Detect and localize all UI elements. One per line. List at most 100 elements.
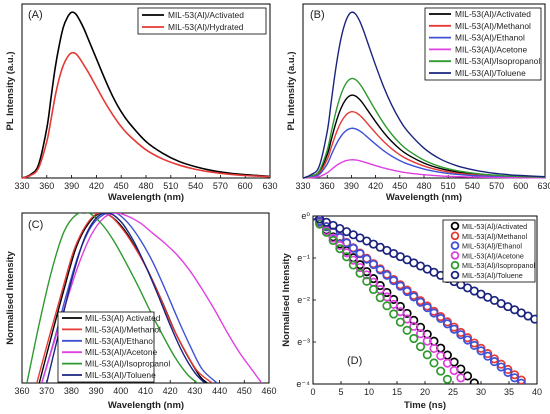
panel-a-ylabel: PL Intensity (a.u.) xyxy=(5,51,16,130)
panel-a-x-tick-label: 540 xyxy=(188,181,203,191)
panel-b-x-tick-label: 630 xyxy=(537,181,550,191)
data-point-mil-53-al-acetone xyxy=(436,351,446,361)
panel-b-x-tick-label: 480 xyxy=(416,181,431,191)
panel-a-x-tick-label: 420 xyxy=(89,181,104,191)
panel-b-x-tick-label: 450 xyxy=(392,181,407,191)
data-point-mil-53-al-ethanol xyxy=(348,243,358,253)
panel-a-x-tick-label: 630 xyxy=(262,181,277,191)
legend-label-mil-53-al-ethanol: MIL-53(Al)/Ethanol xyxy=(85,336,155,346)
data-point-mil-53-al-ethanol xyxy=(510,373,520,383)
series-line-mil-53-al-acetone xyxy=(302,159,546,179)
panel-b-x-ticks: 330 360 390 420 450 480 510 540 570 600 630 xyxy=(295,175,550,191)
panel-c: (C) Normalised Intensity Wavelength (nm)… xyxy=(5,212,277,411)
panel-c-tag: (C) xyxy=(28,219,43,231)
panel-d-markers xyxy=(313,216,537,384)
data-point-mil-53-al-activated xyxy=(469,378,479,384)
data-point-mil-53-al-ethanol xyxy=(442,319,452,329)
panel-d-y-tick-label: e⁻³ xyxy=(297,337,310,347)
legend-label-mil-53-al-acetone: MIL-53(Al)/Acetone xyxy=(462,251,524,260)
panel-d-x-tick-label: 30 xyxy=(476,387,486,397)
series-line-mil-53-al-hydrated xyxy=(21,51,271,179)
data-point-mil-53-al-ethanol xyxy=(503,367,513,377)
panel-b-legend-box xyxy=(424,7,542,81)
data-point-mil-53-al-isopropanol xyxy=(335,244,345,254)
series-line-mil-53-al-ethanol xyxy=(41,213,218,383)
panel-d-y-tick-label: e⁰ xyxy=(301,211,310,221)
series-line-mil-53-al-toluene xyxy=(46,213,206,383)
legend-label-mil-53-al-toluene: MIL-53(Al)/Toluene xyxy=(455,68,526,78)
data-point-mil-53-al-ethanol xyxy=(456,330,466,340)
panel-c-x-tick-label: 380 xyxy=(64,386,79,396)
panel-b: (B) PL Intensity (a.u.) Wavelength (nm) … xyxy=(286,3,550,203)
data-point-mil-53-al-isopropanol xyxy=(375,293,385,303)
data-point-mil-53-al-ethanol xyxy=(516,378,526,384)
data-point-mil-53-al-isopropanol xyxy=(342,252,352,262)
panel-d-x-tick-label: 0 xyxy=(310,387,315,397)
data-point-mil-53-al-ethanol xyxy=(483,351,493,361)
legend-label-mil-53-al-toluene: MIL-53(Al)/Toluene xyxy=(85,370,156,380)
legend-marker-mil-53-al-isopropanol xyxy=(450,260,460,270)
data-point-mil-53-al-ethanol xyxy=(382,270,392,280)
legend-label-mil-53-al-activated: MIL-53(Al) Activated xyxy=(85,313,161,323)
panel-b-x-tick-label: 360 xyxy=(320,181,335,191)
data-point-mil-53-al-ethanol xyxy=(496,362,506,372)
panel-d-ylabel: Normalised Intensity xyxy=(281,253,292,347)
panel-d-x-ticks: 0 5 10 15 20 25 30 35 40 xyxy=(310,381,542,397)
legend-label-mil-53-al-activated: MIL-53(Al)/Activated xyxy=(462,222,527,231)
panel-d-y-ticks: e⁰ e⁻¹ e⁻² e⁻³ e⁻⁴ xyxy=(296,211,316,389)
panel-d-y-tick-label: e⁻² xyxy=(297,295,310,305)
panel-a-xlabel: Wavelength (nm) xyxy=(108,192,184,203)
data-point-mil-53-al-acetone xyxy=(442,358,452,368)
legend-label-mil-53-al-methanol: MIL-53(Al)/Methanol xyxy=(462,232,528,241)
panel-b-ylabel: PL Intensity (a.u.) xyxy=(286,51,297,130)
panel-c-plot-area xyxy=(26,213,263,383)
series-line-mil-53-al-acetone xyxy=(41,213,263,383)
panel-d-x-tick-label: 25 xyxy=(448,387,458,397)
panel-b-xlabel: Wavelength (nm) xyxy=(386,192,462,203)
legend-label-mil-53-al-isopropanol: MIL-53(Al)/Isopropanol xyxy=(455,56,540,66)
panel-a-x-tick-label: 570 xyxy=(213,181,228,191)
legend-label-mil-53-al-toluene: MIL-53(Al)/Toluene xyxy=(462,271,523,280)
panel-b-x-tick-label: 600 xyxy=(513,181,528,191)
data-point-mil-53-al-ethanol xyxy=(436,313,446,324)
data-point-mil-53-al-isopropanol xyxy=(368,284,379,295)
legend-label-mil-53-al-activated: MIL-53(Al)/Activated xyxy=(168,10,244,20)
legend-label-mil-53-al-ethanol: MIL-53(Al)/Ethanol xyxy=(455,33,525,43)
data-point-mil-53-al-ethanol xyxy=(395,281,405,291)
data-point-mil-53-al-acetone xyxy=(415,329,426,339)
legend-label-mil-53-al-acetone: MIL-53(Al)/Acetone xyxy=(455,44,527,54)
legend-label-mil-53-al-methanol: MIL-53(Al)/Methanol xyxy=(85,324,161,334)
data-point-mil-53-al-ethanol xyxy=(409,292,419,302)
data-point-mil-53-al-toluene xyxy=(530,314,537,324)
series-line-mil-53-al-methanol xyxy=(36,213,213,383)
data-point-mil-53-al-ethanol xyxy=(355,249,365,259)
legend-label-mil-53-al-methanol: MIL-53(Al)/Methanol xyxy=(455,21,531,31)
data-point-mil-53-al-acetone xyxy=(342,248,352,258)
data-point-mil-53-al-isopropanol xyxy=(429,358,439,368)
data-point-mil-53-al-isopropanol xyxy=(415,342,426,352)
data-point-mil-53-al-ethanol xyxy=(476,346,486,356)
panel-d-x-tick-label: 10 xyxy=(364,387,374,397)
panel-a-legend-box xyxy=(137,7,267,35)
legend-label-mil-53-al-hydrated: MIL-53(Al)/Hydrated xyxy=(168,22,244,32)
panel-d-tag: (D) xyxy=(347,355,362,367)
legend-label-mil-53-al-ethanol: MIL-53(Al)/Ethanol xyxy=(462,242,522,251)
panel-b-x-tick-label: 510 xyxy=(441,181,456,191)
data-point-mil-53-al-isopropanol xyxy=(436,366,446,376)
data-point-mil-53-al-acetone xyxy=(449,365,459,376)
data-point-mil-53-al-ethanol xyxy=(415,297,426,307)
data-point-mil-53-al-isopropanol xyxy=(321,227,331,237)
panel-d-x-tick-label: 5 xyxy=(338,387,343,397)
data-point-mil-53-al-acetone xyxy=(409,321,419,331)
data-point-mil-53-al-ethanol xyxy=(449,324,459,334)
legend-label-mil-53-al-isopropanol: MIL-53(Al)/Isopropanol xyxy=(462,261,536,270)
panel-c-x-tick-label: 410 xyxy=(138,386,153,396)
series-line-mil-53-al-activated xyxy=(21,11,271,179)
legend-marker-mil-53-al-toluene xyxy=(450,270,460,280)
series-line-mil-53-al-toluene xyxy=(302,11,546,179)
panel-d-legend: MIL-53(Al)/ActivatedMIL-53(Al)/MethanolM… xyxy=(442,219,536,283)
legend-marker-mil-53-al-acetone xyxy=(450,251,460,260)
panel-b-x-tick-label: 330 xyxy=(295,181,310,191)
data-point-mil-53-al-ethanol xyxy=(489,357,499,367)
panel-d-y-tick-label: e⁻¹ xyxy=(297,253,310,263)
